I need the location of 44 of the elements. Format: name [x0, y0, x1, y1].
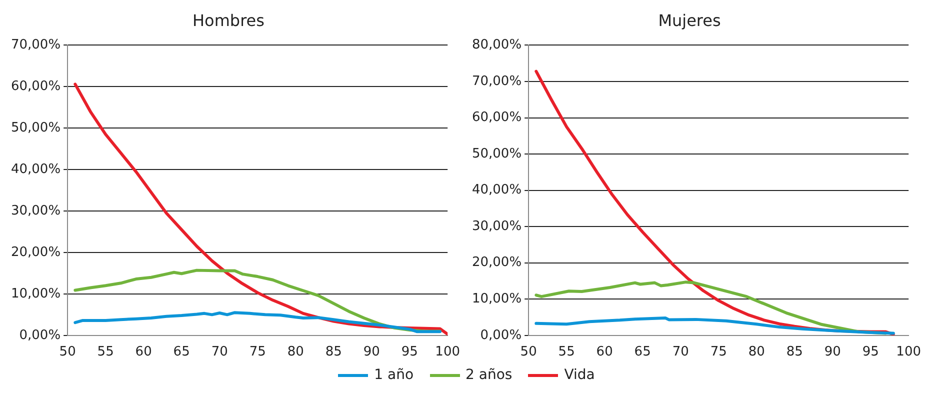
y-tick-label: 0,00%: [19, 328, 61, 343]
x-tick-label: 80: [748, 344, 765, 360]
x-tick-label: 100: [435, 344, 460, 360]
y-tick-label: 10,00%: [472, 292, 522, 306]
x-tick-label: 85: [786, 344, 803, 360]
y-tick-label: 70,00%: [10, 38, 61, 53]
y-tick-label: 10,00%: [10, 286, 61, 302]
x-tick-label: 70: [672, 344, 689, 360]
x-tick-label: 60: [135, 344, 152, 360]
y-tick-label: 70,00%: [472, 74, 522, 89]
y-tick-label: 50,00%: [10, 120, 61, 136]
legend-label: 2 años: [466, 367, 512, 383]
y-tick-label: 40,00%: [472, 182, 522, 198]
x-tick-label: 85: [325, 344, 342, 360]
legend-label: 1 año: [374, 367, 414, 383]
y-tick-label: 80,00%: [472, 38, 522, 53]
chart-title: Mujeres: [658, 10, 721, 30]
y-tick-label: 40,00%: [10, 162, 61, 177]
x-tick-label: 90: [363, 344, 380, 360]
y-tick-label: 60,00%: [10, 79, 61, 94]
x-tick-label: 65: [173, 344, 190, 360]
y-tick-label: 50,00%: [472, 146, 522, 162]
y-tick-label: 20,00%: [10, 244, 61, 260]
x-tick-label: 100: [896, 344, 922, 360]
y-tick-label: 0,00%: [480, 328, 522, 343]
x-tick-label: 65: [634, 344, 651, 360]
y-tick-label: 30,00%: [472, 218, 522, 234]
x-tick-label: 90: [824, 344, 841, 360]
legend-label: Vida: [564, 367, 595, 383]
y-tick-label: 20,00%: [472, 255, 522, 270]
y-tick-label: 60,00%: [472, 110, 522, 126]
x-tick-label: 95: [401, 344, 418, 360]
x-tick-label: 75: [249, 344, 266, 360]
x-tick-label: 55: [97, 344, 114, 360]
x-tick-label: 75: [710, 344, 727, 360]
x-tick-label: 50: [520, 344, 537, 360]
x-tick-label: 50: [59, 344, 76, 360]
chart-title: Hombres: [192, 10, 264, 30]
y-tick-label: 30,00%: [10, 203, 61, 218]
x-tick-label: 95: [862, 344, 879, 360]
x-tick-label: 80: [287, 344, 304, 360]
x-tick-label: 60: [596, 344, 613, 360]
x-tick-label: 70: [211, 344, 228, 360]
x-tick-label: 55: [558, 344, 575, 360]
